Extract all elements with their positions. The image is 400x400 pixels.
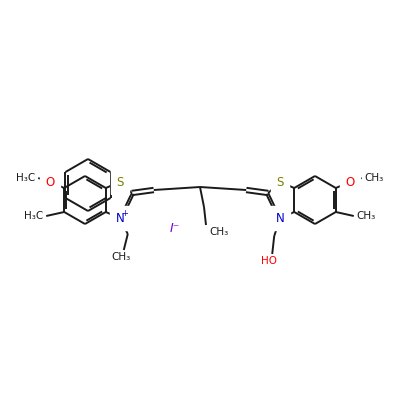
- Text: CH₃: CH₃: [209, 227, 228, 237]
- Text: H₃C: H₃C: [16, 173, 35, 183]
- Text: HO: HO: [261, 256, 277, 266]
- Text: CH₃: CH₃: [357, 211, 376, 221]
- Text: H₃C: H₃C: [24, 211, 43, 221]
- Text: N: N: [276, 212, 284, 224]
- Text: N: N: [116, 212, 124, 224]
- Text: O: O: [46, 176, 55, 188]
- Text: CH₃: CH₃: [111, 252, 130, 262]
- Text: S: S: [276, 176, 284, 188]
- Text: CH₃: CH₃: [365, 173, 384, 183]
- Text: S: S: [116, 176, 124, 188]
- Text: I⁻: I⁻: [170, 222, 180, 234]
- Text: +: +: [121, 208, 128, 218]
- Text: O: O: [345, 176, 354, 188]
